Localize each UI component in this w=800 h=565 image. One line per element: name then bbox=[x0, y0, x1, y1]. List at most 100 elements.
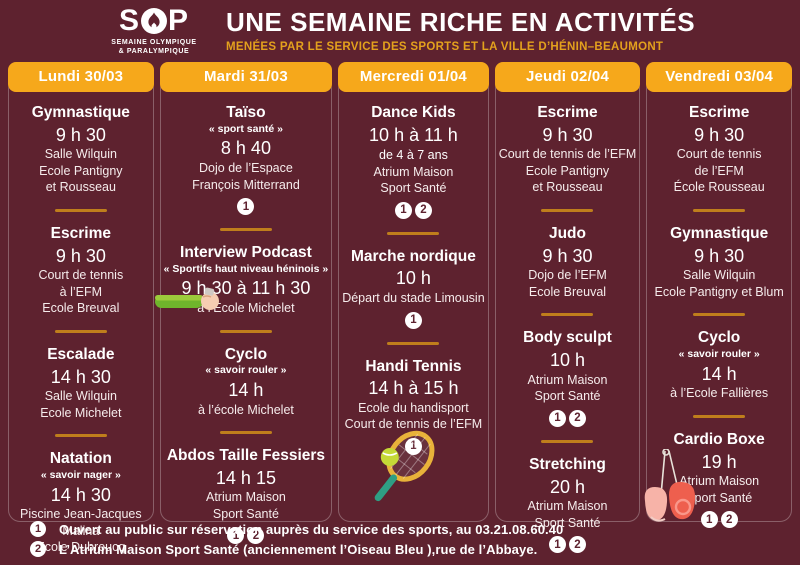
activity-location-line: Départ du stade Limousin bbox=[342, 291, 485, 306]
activity-location-line: et Rousseau bbox=[532, 180, 603, 195]
sop-logo-caption-line1: SEMAINE OLYMPIQUE bbox=[111, 38, 197, 46]
activity-time: 14 h 30 bbox=[50, 484, 111, 505]
day-card: Escrime 9 h 30 Court de tennis de l’EFM Eco… bbox=[494, 77, 641, 554]
activity-location-line: Atrium Maison bbox=[373, 164, 454, 179]
activity-location-line: Atrium Maison bbox=[527, 499, 608, 514]
activity-divider bbox=[54, 329, 107, 333]
footnote-badge-2: 2 bbox=[720, 511, 738, 529]
activity-time: 10 h bbox=[395, 268, 431, 289]
footnote-badge-1: 1 bbox=[404, 437, 422, 455]
activity-location-line: Atrium Maison bbox=[205, 490, 286, 505]
footnote-badge-1: 1 bbox=[30, 521, 46, 537]
activity: Body sculpt 10 h Atrium Maison Sport Santé 1… bbox=[499, 329, 637, 427]
activity-location-line: à l’Ecole Michelet bbox=[197, 301, 295, 315]
activity: Cyclo « savoir rouler » 14 h à l’Ecole Fall… bbox=[650, 329, 788, 402]
activity-location-line: Salle Wilquin bbox=[683, 268, 756, 283]
activity-location-line: Court de tennis de l’EFM bbox=[344, 417, 483, 432]
activity-time: 9 h 30 bbox=[694, 124, 745, 145]
footnote-badge-1: 1 bbox=[548, 536, 566, 554]
activity-subtitle: « savoir nager » bbox=[40, 469, 121, 482]
activity-time: 9 h 30 bbox=[694, 245, 745, 266]
sop-logo-caption-line2: & PARALYMPIQUE bbox=[118, 48, 190, 55]
activity: Stretching 20 h Atrium Maison Sport Santé 1 2 bbox=[499, 456, 637, 554]
activity-location-line: Sport Santé bbox=[212, 506, 279, 521]
activity-location-line: Malina bbox=[62, 523, 100, 538]
activity-time: 9 h 30 bbox=[55, 124, 106, 145]
activity-location-line: à l’Ecole Fallières bbox=[670, 386, 769, 401]
activity-name: Escrime bbox=[537, 104, 598, 121]
flame-icon bbox=[141, 7, 167, 34]
activity-name: Handi Tennis bbox=[365, 357, 462, 375]
activity-location-line: Sport Santé bbox=[534, 515, 601, 530]
activity-time: 9 h 30 bbox=[542, 124, 593, 145]
page-subtitle: MENÉES PAR LE SERVICE DES SPORTS ET LA V… bbox=[226, 41, 664, 54]
activity-location-line: Ecole Pantigny et Blum bbox=[654, 284, 784, 299]
activity-location-line: de l’EFM bbox=[694, 163, 744, 178]
activity-location-line: Ecole Pantigny bbox=[525, 163, 610, 178]
activity-divider bbox=[387, 341, 440, 345]
activity-location-line: Salle Wilquin bbox=[44, 147, 117, 162]
activity: Cyclo « savoir rouler » 14 h à l’école Mich… bbox=[164, 346, 329, 419]
sop-logo-letter-s: S bbox=[118, 3, 140, 37]
footnote-text: Ouvert au public sur réservation auprès … bbox=[59, 521, 564, 537]
activity: Cardio Boxe 19 h Atrium Maison Sport Santé 1… bbox=[650, 430, 788, 529]
activity-location-line: Dojo de l’Espace bbox=[199, 161, 293, 175]
days-grid: Lundi 30/03 Gymnastique 9 h 30 Salle Wilqui… bbox=[8, 62, 792, 554]
activity: Natation « savoir nager » 14 h 30 Piscine J… bbox=[12, 450, 150, 556]
activity: Escrime 9 h 30 Court de tennis de l’EFM Écol… bbox=[650, 104, 788, 196]
activity-location-line: Court de tennis bbox=[676, 147, 762, 162]
footnote-badge-1: 1 bbox=[404, 311, 422, 329]
activity-name: Escrime bbox=[689, 104, 750, 121]
footnote-badge-1: 1 bbox=[700, 511, 718, 529]
day-card: Dance Kids 10 h à 11 h de 4 à 7 ans Atrium … bbox=[338, 77, 489, 522]
activity-location-line: Ecole Dubreucq bbox=[36, 540, 126, 555]
sop-logo-caption: SEMAINE OLYMPIQUE & PARALYMPIQUE bbox=[98, 38, 210, 57]
day-header: Mercredi 01/04 bbox=[338, 62, 489, 92]
footnote-badge-1: 1 bbox=[394, 201, 412, 219]
activity-time: 14 h à 15 h bbox=[368, 378, 459, 399]
activity-location-line: Ecole Pantigny bbox=[39, 163, 123, 178]
activity-time: 8 h 40 bbox=[220, 138, 271, 159]
activity-time: 10 h à 11 h bbox=[369, 124, 458, 145]
page-title: UNE SEMAINE RICHE EN ACTIVITÉS bbox=[226, 6, 696, 37]
activity-time: 9 h 30 bbox=[55, 245, 106, 266]
activity-divider bbox=[387, 231, 440, 235]
activity-subtitle: « savoir rouler » bbox=[205, 364, 287, 377]
title-block: UNE SEMAINE RICHE EN ACTIVITÉS MENÉES PA… bbox=[226, 6, 696, 54]
footnote-row: 1 Ouvert au public sur réservation auprès… bbox=[30, 521, 792, 537]
activity: Taïso « sport santé » 8 h 40 Dojo de l’Espa… bbox=[164, 104, 329, 215]
activity-location-line: Salle Wilquin bbox=[44, 389, 117, 404]
sop-logo-letter-p: P bbox=[168, 3, 190, 37]
activity-location-line: Atrium Maison bbox=[679, 474, 760, 489]
activity-name: Cardio Boxe bbox=[673, 430, 765, 448]
activity: Escrime 9 h 30 Court de tennis à l’EFM Ecole… bbox=[12, 225, 150, 317]
activity-location-line: Sport Santé bbox=[380, 181, 447, 196]
footnote-badge-1: 1 bbox=[237, 198, 255, 215]
activity: Abdos Taille Fessiers 14 h 15 Atrium Maiso… bbox=[164, 447, 329, 545]
footnote-badge-1: 1 bbox=[548, 409, 566, 427]
activity-time: 10 h bbox=[549, 350, 586, 371]
day-card: Gymnastique 9 h 30 Salle Wilquin Ecole Pant… bbox=[8, 77, 154, 554]
activity-name: Judo bbox=[548, 224, 586, 242]
day-header: Lundi 30/03 bbox=[8, 62, 154, 92]
activity-location-line: Piscine Jean-Jacques bbox=[20, 507, 142, 522]
activity-name: Escalade bbox=[47, 345, 115, 363]
activity-location-line: Ecole Michelet bbox=[40, 405, 122, 420]
activity-location-line: à l’école Michelet bbox=[197, 402, 294, 417]
activity-time: 14 h bbox=[228, 379, 264, 400]
footnote-badge-1: 1 bbox=[227, 527, 245, 545]
activity-name: Gymnastique bbox=[670, 224, 769, 242]
footnote-text: L’Atrium Maison Sport Santé (anciennemen… bbox=[59, 541, 538, 557]
activity-name: Cyclo bbox=[698, 329, 741, 347]
activity-location-line: Ecole Breuval bbox=[42, 301, 120, 316]
footnote-row: 2 L’Atrium Maison Sport Santé (ancienneme… bbox=[30, 541, 792, 557]
activity-location-line: Sport Santé bbox=[534, 389, 601, 404]
activity-name: Gymnastique bbox=[31, 104, 130, 121]
footnote-badge-2: 2 bbox=[414, 201, 432, 219]
day-column: Mardi 31/03 Taïso « sport santé » 8 h 40 Doj… bbox=[154, 62, 333, 545]
